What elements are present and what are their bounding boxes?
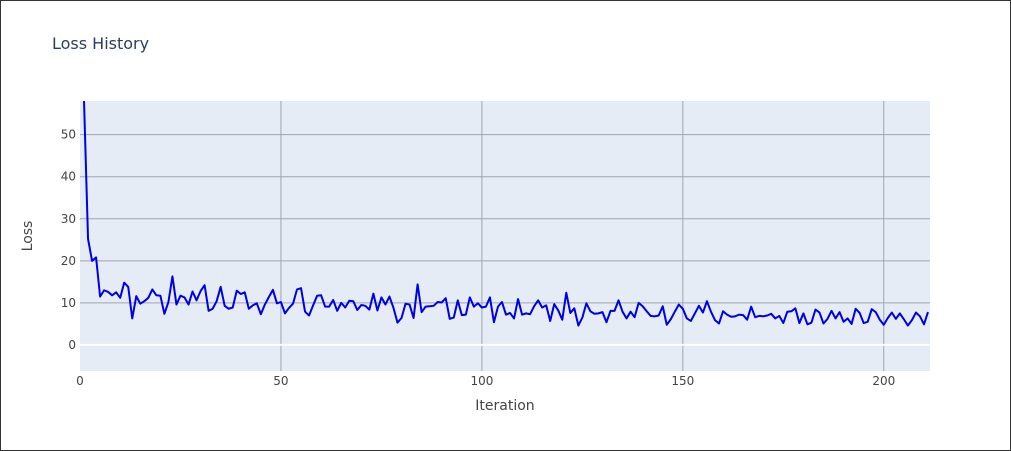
y-tick-label: 40 [61,170,76,184]
y-tick-label: 10 [61,296,76,310]
y-tick-label: 0 [68,338,76,352]
y-tick-label: 30 [61,212,76,226]
y-tick-label: 50 [61,128,76,142]
x-tick-label: 200 [872,374,895,388]
series-line-loss [83,100,929,327]
x-axis-title: Iteration [475,398,534,414]
tick-labels: 0 50 100 150 200 0 10 20 30 40 50 [61,128,896,388]
gridlines [80,101,930,371]
plot-area [80,101,930,371]
x-tick-label: 150 [671,374,694,388]
y-axis-title: Loss [20,221,36,252]
y-tick-label: 20 [61,254,76,268]
x-tick-label: 50 [273,374,288,388]
x-tick-label: 0 [76,374,84,388]
x-tick-label: 100 [470,374,493,388]
chart-title: Loss History [52,34,150,53]
